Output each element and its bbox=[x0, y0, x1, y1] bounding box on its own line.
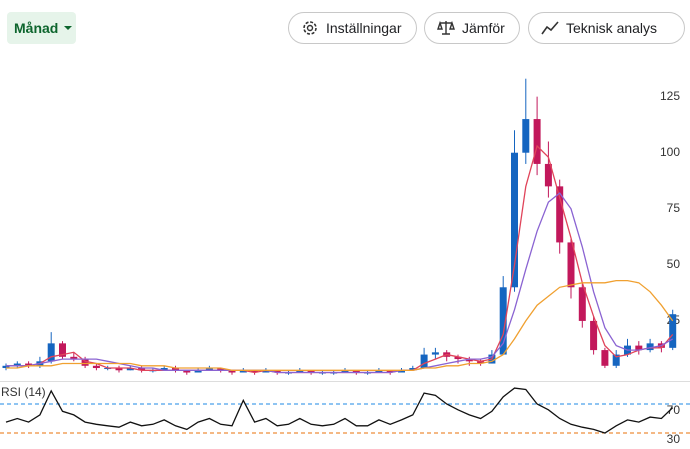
candle-body bbox=[635, 345, 643, 351]
scale-icon bbox=[437, 20, 455, 35]
candle-body bbox=[70, 356, 78, 360]
candle-body bbox=[567, 242, 575, 288]
gear-icon bbox=[303, 21, 317, 35]
y-tick-label: 75 bbox=[667, 201, 681, 215]
candle-body bbox=[273, 370, 281, 373]
candle-body bbox=[646, 343, 654, 351]
candle-body bbox=[160, 368, 168, 371]
candle-body bbox=[669, 314, 677, 348]
candle-body bbox=[601, 350, 609, 366]
candle-body bbox=[194, 370, 202, 373]
chart-icon bbox=[541, 21, 559, 35]
period-label: Månad bbox=[14, 20, 59, 36]
candle-body bbox=[25, 363, 33, 366]
candle-body bbox=[522, 119, 530, 153]
candle-body bbox=[59, 343, 66, 357]
period-dropdown[interactable]: Månad bbox=[7, 12, 76, 44]
rsi-title: RSI (14) bbox=[1, 385, 46, 399]
y-tick-label: 100 bbox=[660, 145, 680, 159]
candle-body bbox=[612, 354, 620, 366]
candle-body bbox=[341, 370, 349, 373]
button-label: Inställningar bbox=[326, 20, 402, 36]
candle-body bbox=[533, 119, 541, 164]
y-tick-label: 70 bbox=[667, 403, 681, 417]
candle-body bbox=[465, 359, 473, 362]
candle-body bbox=[183, 370, 191, 373]
candle-body bbox=[431, 352, 439, 355]
y-tick-label: 125 bbox=[660, 89, 680, 103]
candle-body bbox=[2, 365, 10, 369]
candle-body bbox=[454, 356, 462, 360]
candle-body bbox=[409, 368, 417, 371]
rsi-line bbox=[5, 387, 674, 434]
settings-button[interactable]: Inställningar bbox=[288, 12, 417, 44]
candle-body bbox=[92, 365, 100, 369]
candle-body bbox=[217, 368, 225, 371]
candle-body bbox=[420, 354, 428, 369]
candle-body bbox=[138, 368, 146, 371]
caret bbox=[64, 25, 73, 30]
compare-button[interactable]: Jämför bbox=[424, 12, 520, 44]
candle-body bbox=[544, 163, 552, 187]
candle-body bbox=[47, 343, 55, 362]
analysis-button[interactable]: Teknisk analys bbox=[528, 12, 685, 44]
candle-body bbox=[578, 287, 586, 321]
candle-body bbox=[386, 370, 394, 373]
y-tick-label: 30 bbox=[667, 432, 681, 446]
candle-body bbox=[307, 370, 315, 373]
candle-body bbox=[499, 287, 507, 355]
candle-body bbox=[511, 152, 518, 288]
candle-body bbox=[13, 363, 21, 366]
button-label: Teknisk analys bbox=[566, 20, 658, 36]
candle-body bbox=[126, 368, 134, 371]
candle-body bbox=[590, 320, 598, 351]
candle-body bbox=[115, 368, 123, 371]
candle-body bbox=[375, 370, 383, 373]
candle-body bbox=[205, 368, 213, 371]
button-label: Jämför bbox=[462, 20, 505, 36]
candle-body bbox=[172, 368, 179, 371]
candle-body bbox=[239, 370, 247, 373]
candle-body bbox=[477, 361, 485, 364]
candle-body bbox=[262, 370, 270, 373]
candle-body bbox=[251, 370, 259, 373]
moving-average bbox=[6, 279, 674, 371]
candle-body bbox=[556, 186, 564, 243]
y-tick-label: 50 bbox=[667, 257, 681, 271]
candle-body bbox=[352, 370, 360, 373]
candle-body bbox=[228, 370, 236, 373]
candle-body bbox=[81, 359, 89, 366]
candle-body bbox=[296, 370, 304, 373]
candle-body bbox=[398, 370, 405, 373]
